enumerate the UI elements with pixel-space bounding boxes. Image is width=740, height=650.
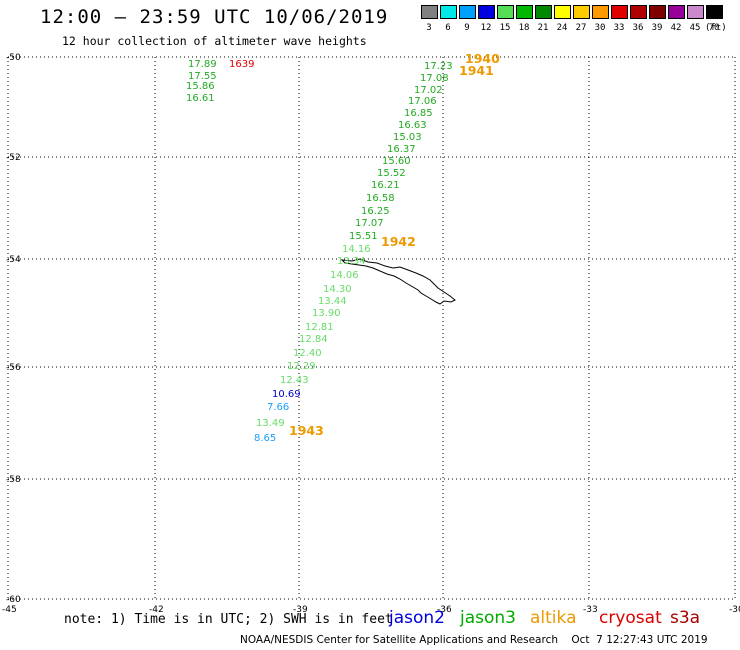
map-title: 12:00 — 23:59 UTC 10/06/2019 — [40, 6, 389, 28]
legend-label: 36 — [632, 23, 644, 33]
swh-label: 17.07 — [355, 218, 384, 229]
satellite-cryosat: cryosat — [599, 608, 662, 628]
swh-label: 7.66 — [267, 402, 289, 413]
swh-label: 15.03 — [393, 132, 422, 143]
swh-label: 16.37 — [387, 144, 416, 155]
swh-label: 16.85 — [404, 108, 433, 119]
graticule — [7, 56, 736, 600]
swh-label: 16.58 — [366, 193, 395, 204]
swh-label: 14.06 — [330, 270, 359, 281]
legend-label: 3 — [426, 23, 432, 33]
swh-label: 13.90 — [312, 308, 341, 319]
legend-unit: (ft) — [705, 23, 727, 33]
swh-label: 12.43 — [280, 375, 309, 386]
swh-label: 8.65 — [254, 433, 276, 444]
legend-swatch — [554, 5, 571, 19]
latitude-label: -52 — [6, 153, 21, 163]
swh-label: 17.08 — [420, 73, 449, 84]
legend-swatch — [421, 5, 438, 19]
longitude-label: -42 — [149, 605, 164, 615]
legend-swatch — [706, 5, 723, 19]
satellite-jason3: jason3 — [460, 608, 516, 628]
longitude-label: -36 — [437, 605, 452, 615]
swh-label: 16.25 — [361, 206, 390, 217]
longitude-label: -39 — [293, 605, 308, 615]
swh-label: 17.55 — [188, 71, 217, 82]
swh-label: 12.29 — [287, 361, 316, 372]
swh-label: 1639 — [229, 59, 254, 70]
legend-label: 21 — [537, 23, 549, 33]
axis-labels: -50 -52 -54 -56 -58 -60-45 -42 -39 -36 -33 -30 — [2, 53, 740, 615]
swh-label: 15.60 — [382, 156, 411, 167]
legend-swatch — [611, 5, 628, 19]
south-georgia-island — [340, 258, 456, 305]
swh-label: 13.34 — [337, 256, 366, 267]
footer-note: note: 1) Time is in UTC; 2) SWH is in fe… — [64, 612, 393, 627]
legend-swatch — [687, 5, 704, 19]
longitude-label: -45 — [2, 605, 17, 615]
legend-swatch — [478, 5, 495, 19]
pass-time-label: 1940 — [465, 51, 500, 66]
swh-label: 15.51 — [349, 231, 378, 242]
legend-label: 12 — [480, 23, 492, 33]
legend-label: 30 — [594, 23, 606, 33]
legend-label: 70 — [708, 23, 720, 33]
legend-swatch — [592, 5, 609, 19]
longitude-label: -30 — [729, 605, 740, 615]
legend-label: 39 — [651, 23, 663, 33]
longitude-label: -33 — [583, 605, 598, 615]
swh-label: 13.44 — [318, 296, 347, 307]
swh-label: 17.02 — [414, 85, 443, 96]
swh-label: 14.16 — [342, 244, 371, 255]
latitude-label: -56 — [6, 363, 21, 373]
legend-swatch — [573, 5, 590, 19]
legend-swatch — [497, 5, 514, 19]
legend-label: 45 — [689, 23, 701, 33]
latitude-label: -58 — [6, 475, 21, 485]
legend-label: 15 — [499, 23, 511, 33]
legend-label: 6 — [445, 23, 451, 33]
legend-label: 18 — [518, 23, 530, 33]
satellite-altika: altika — [530, 608, 577, 628]
legend-label: 33 — [613, 23, 625, 33]
latitude-label: -60 — [6, 595, 21, 605]
legend-swatch — [459, 5, 476, 19]
legend-label: 24 — [556, 23, 568, 33]
swh-label: 12.84 — [299, 334, 328, 345]
credit-line: NOAA/NESDIS Center for Satellite Applica… — [240, 634, 708, 646]
map-subtitle: 12 hour collection of altimeter wave hei… — [62, 34, 367, 48]
swh-label: 10.69 — [272, 389, 301, 400]
latitude-label: -50 — [6, 53, 21, 63]
pass-time-label: 1942 — [381, 234, 416, 249]
swh-label: 12.40 — [293, 348, 322, 359]
pass-time-label: 1943 — [289, 423, 324, 438]
legend-swatch — [516, 5, 533, 19]
pass-time-label: 1941 — [459, 63, 494, 78]
satellite-jason2: jason2 — [389, 608, 445, 628]
legend-swatch — [535, 5, 552, 19]
swh-label: 17.06 — [408, 96, 437, 107]
swh-label: 14.30 — [323, 284, 352, 295]
legend-swatch — [440, 5, 457, 19]
swh-label: 13.49 — [256, 418, 285, 429]
satellite-s3a: s3a — [670, 608, 701, 628]
swh-label: 17.89 — [188, 59, 217, 70]
legend-label: 27 — [575, 23, 587, 33]
swh-label: 16.61 — [186, 93, 215, 104]
legend-swatch — [668, 5, 685, 19]
swh-label: 15.52 — [377, 168, 406, 179]
legend-swatch — [649, 5, 666, 19]
swh-label: 16.21 — [371, 180, 400, 191]
legend-swatch — [630, 5, 647, 19]
legend-label: 9 — [464, 23, 470, 33]
swh-label: 17.23 — [424, 61, 453, 72]
swh-label: 16.63 — [398, 120, 427, 131]
latitude-label: -54 — [6, 255, 21, 265]
legend-label: 42 — [670, 23, 682, 33]
swh-label: 12.81 — [305, 322, 334, 333]
swh-label: 15.86 — [186, 81, 215, 92]
